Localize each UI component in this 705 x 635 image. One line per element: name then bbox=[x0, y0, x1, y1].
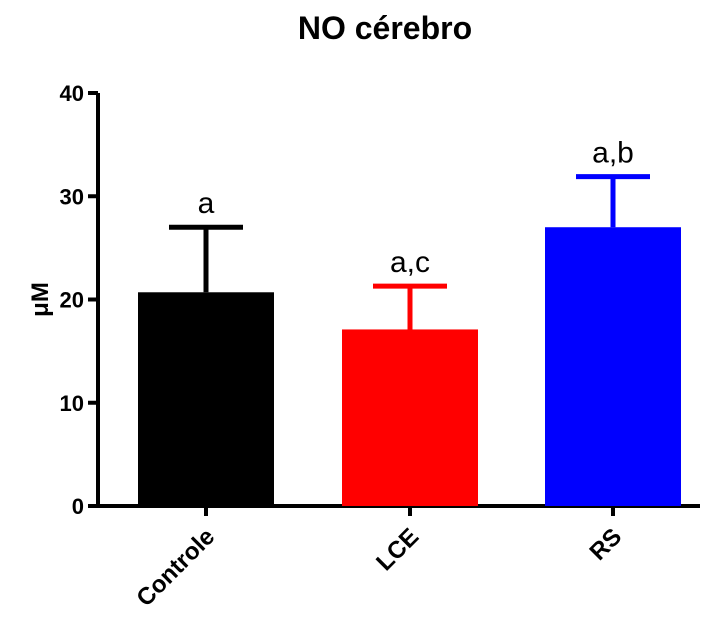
error-bars bbox=[169, 174, 650, 330]
x-category-label: RS bbox=[585, 523, 628, 566]
chart-title: NO cérebro bbox=[297, 10, 473, 46]
x-category-label: LCE bbox=[371, 523, 424, 576]
y-tick-label: 40 bbox=[60, 81, 84, 106]
bar-controle bbox=[138, 292, 274, 506]
bar-annotation: a,c bbox=[390, 246, 430, 279]
y-tick-label: 10 bbox=[60, 391, 84, 416]
bars bbox=[138, 227, 681, 506]
bar-rs bbox=[545, 227, 681, 506]
x-category-label: Controle bbox=[131, 523, 220, 612]
y-tick-label: 0 bbox=[72, 494, 84, 519]
bar-lce bbox=[342, 329, 478, 506]
bar-annotation: a bbox=[198, 187, 215, 220]
bar-annotation: a,b bbox=[592, 137, 634, 170]
y-tick-label: 20 bbox=[60, 288, 84, 313]
y-tick-label: 30 bbox=[60, 184, 84, 209]
labels: 0 10 20 30 40 μM a Controle a,c LCE a,b RS bbox=[27, 81, 634, 612]
y-axis-label: μM bbox=[27, 282, 54, 317]
